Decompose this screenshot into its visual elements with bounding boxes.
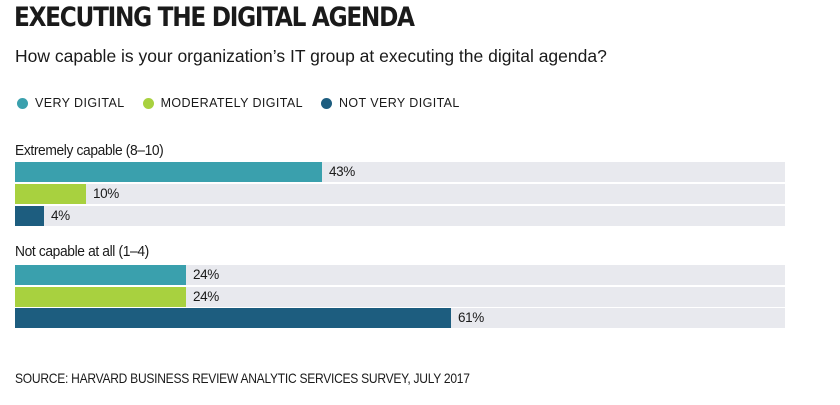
bar-track bbox=[15, 265, 785, 285]
data-label-not-very-digital: 4% bbox=[51, 208, 70, 223]
data-label-not-very-digital: 61% bbox=[458, 310, 484, 325]
legend-swatch-very-digital bbox=[17, 97, 28, 109]
bar-track bbox=[15, 308, 785, 328]
legend: VERY DIGITAL MODERATELY DIGITAL NOT VERY… bbox=[17, 96, 478, 110]
category-label: Not capable at all (1–4) bbox=[15, 243, 149, 260]
bar-track bbox=[15, 287, 785, 307]
bar-track bbox=[15, 184, 785, 204]
legend-item-not-very-digital: NOT VERY DIGITAL bbox=[320, 96, 460, 110]
bar-very-digital bbox=[15, 162, 322, 182]
legend-item-moderately-digital: MODERATELY DIGITAL bbox=[142, 96, 303, 110]
bar-not-very-digital bbox=[15, 308, 451, 328]
category-label: Extremely capable (8–10) bbox=[15, 142, 164, 159]
bar-track bbox=[15, 206, 785, 226]
data-label-very-digital: 24% bbox=[193, 267, 219, 282]
legend-item-very-digital: VERY DIGITAL bbox=[17, 96, 125, 110]
chart-subtitle: How capable is your organization’s IT gr… bbox=[15, 46, 607, 66]
bar-moderately-digital bbox=[15, 184, 86, 204]
bar-very-digital bbox=[15, 265, 186, 285]
chart-title: EXECUTING THE DIGITAL AGENDA bbox=[14, 2, 415, 33]
bar-moderately-digital bbox=[15, 287, 186, 307]
legend-label-moderately-digital: MODERATELY DIGITAL bbox=[160, 96, 303, 110]
legend-swatch-not-very-digital bbox=[320, 97, 332, 109]
legend-label-not-very-digital: NOT VERY DIGITAL bbox=[338, 96, 460, 110]
data-label-moderately-digital: 24% bbox=[193, 289, 219, 304]
bar-not-very-digital bbox=[15, 206, 44, 226]
source-note: SOURCE: HARVARD BUSINESS REVIEW ANALYTIC… bbox=[15, 370, 470, 386]
bar-track bbox=[15, 162, 785, 182]
data-label-moderately-digital: 10% bbox=[93, 186, 119, 201]
legend-label-very-digital: VERY DIGITAL bbox=[35, 96, 125, 110]
data-label-very-digital: 43% bbox=[329, 164, 355, 179]
legend-swatch-moderately-digital bbox=[142, 97, 154, 109]
